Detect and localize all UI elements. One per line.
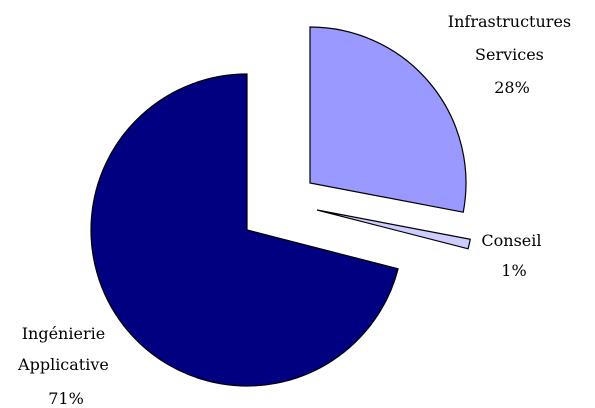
pie-slice-ingenierie-applicative [90,73,399,387]
slice-label-conseil: Conseil 1% [481,231,546,280]
slice-label-infrastructures-services: Infrastructures Services 28% [448,12,576,97]
pie-slice-conseil [316,209,471,250]
pie-slices [90,26,471,387]
pie-slice-infrastructures-services [309,26,467,213]
slice-label-ingenierie-applicative: Ingénierie Applicative 71% [17,324,114,408]
